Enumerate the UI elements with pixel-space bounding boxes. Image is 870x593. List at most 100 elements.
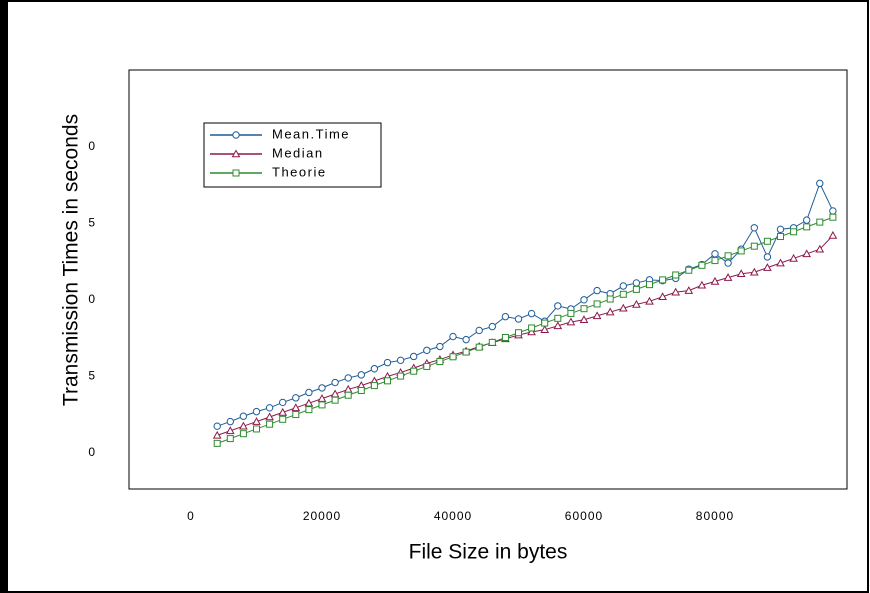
- legend-label: Theorie: [272, 164, 327, 179]
- marker-circle: [829, 207, 837, 215]
- x-tick-label: 80000: [696, 509, 734, 523]
- marker-square: [488, 338, 496, 346]
- marker-square: [462, 348, 470, 356]
- marker-square: [790, 228, 798, 236]
- marker-square: [331, 396, 339, 404]
- marker-square: [449, 353, 457, 361]
- marker-square: [410, 367, 418, 375]
- marker-circle: [383, 358, 392, 367]
- marker-circle: [370, 365, 379, 373]
- marker-square: [632, 285, 640, 293]
- marker-square: [528, 324, 536, 332]
- marker-triangle: [763, 263, 772, 271]
- marker-square: [266, 420, 274, 428]
- marker-triangle: [291, 403, 301, 412]
- marker-square: [501, 333, 509, 341]
- marker-square: [829, 213, 837, 221]
- marker-circle: [265, 404, 274, 412]
- marker-square: [344, 391, 352, 399]
- marker-square: [436, 358, 444, 366]
- marker-triangle: [605, 307, 615, 316]
- marker-square: [318, 401, 326, 409]
- marker-square: [685, 266, 693, 274]
- marker-triangle: [802, 249, 812, 258]
- y-axis-label: Transmission Times in seconds: [60, 114, 83, 406]
- x-tick-label: 0: [187, 509, 195, 523]
- marker-triangle: [592, 311, 602, 320]
- marker-circle: [488, 322, 497, 331]
- marker-square: [397, 372, 405, 380]
- marker-triangle: [579, 315, 589, 324]
- marker-triangle: [265, 412, 274, 421]
- marker-square: [606, 295, 614, 303]
- marker-circle: [619, 282, 627, 290]
- marker-circle: [252, 407, 261, 416]
- marker-square: [659, 276, 667, 284]
- marker-circle: [396, 356, 405, 365]
- marker-triangle: [540, 325, 550, 333]
- marker-square: [475, 343, 483, 351]
- marker-square: [232, 169, 240, 177]
- marker-triangle: [618, 303, 628, 312]
- plot-frame: [128, 69, 848, 490]
- marker-square: [213, 439, 221, 447]
- y-tick-label: 5: [88, 215, 96, 229]
- marker-circle: [554, 302, 562, 310]
- marker-square: [580, 305, 588, 313]
- x-tick-label: 20000: [303, 509, 341, 523]
- y-tick-label: 0: [88, 445, 96, 459]
- marker-circle: [632, 279, 641, 287]
- x-tick-label: 60000: [565, 509, 603, 523]
- marker-triangle: [632, 299, 641, 308]
- marker-circle: [580, 296, 588, 304]
- marker-square: [239, 430, 247, 438]
- marker-circle: [331, 378, 339, 387]
- marker-square: [763, 237, 771, 245]
- marker-square: [226, 435, 234, 443]
- marker-circle: [305, 388, 313, 397]
- marker-circle: [213, 422, 221, 430]
- marker-triangle: [212, 430, 222, 439]
- marker-circle: [410, 352, 418, 361]
- y-tick-label: 5: [88, 369, 96, 383]
- marker-triangle: [828, 230, 838, 239]
- marker-circle: [724, 259, 732, 267]
- legend-label: Mean.Time: [272, 126, 350, 141]
- marker-circle: [462, 335, 470, 344]
- marker-square: [816, 218, 824, 226]
- marker-triangle: [252, 417, 261, 425]
- marker-circle: [436, 342, 444, 351]
- marker-square: [384, 377, 392, 385]
- marker-circle: [423, 346, 431, 355]
- marker-square: [803, 223, 811, 231]
- marker-triangle: [749, 267, 759, 276]
- marker-circle: [279, 398, 287, 407]
- marker-square: [737, 247, 745, 255]
- marker-circle: [802, 216, 811, 224]
- marker-triangle: [658, 292, 667, 301]
- marker-square: [279, 415, 287, 423]
- marker-triangle: [789, 253, 798, 262]
- marker-triangle: [684, 286, 694, 294]
- marker-triangle: [671, 287, 681, 296]
- marker-circle: [475, 326, 483, 335]
- x-axis-label: File Size in bytes: [409, 541, 568, 564]
- marker-square: [724, 252, 732, 260]
- marker-square: [645, 281, 653, 289]
- marker-triangle: [645, 296, 654, 305]
- marker-square: [357, 386, 365, 394]
- marker-circle: [763, 253, 772, 261]
- marker-square: [305, 406, 313, 414]
- marker-square: [567, 309, 575, 317]
- marker-triangle: [553, 321, 563, 330]
- marker-triangle: [278, 407, 288, 416]
- y-tick-label: 0: [88, 139, 96, 153]
- marker-square: [776, 233, 784, 241]
- marker-triangle: [304, 398, 314, 407]
- marker-triangle: [776, 258, 785, 267]
- marker-triangle: [225, 426, 235, 435]
- marker-square: [514, 329, 522, 337]
- marker-square: [672, 271, 680, 279]
